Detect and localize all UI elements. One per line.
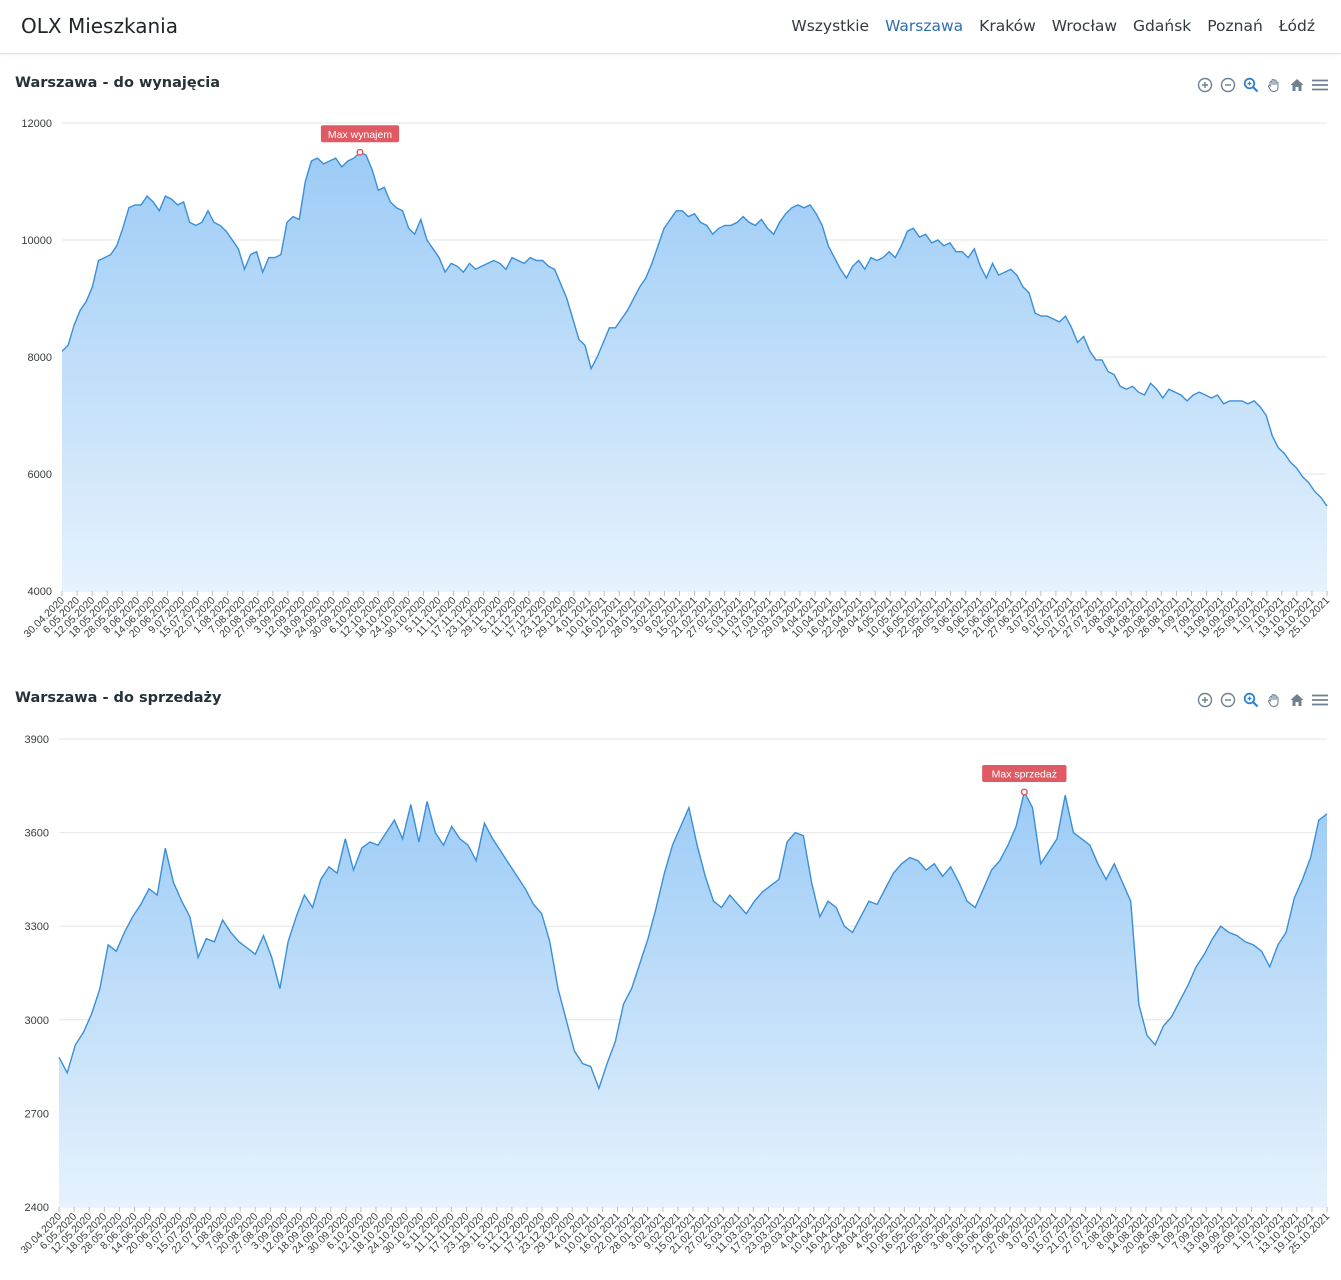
sale-y-tick-label: 3000 bbox=[25, 1015, 49, 1027]
rent-chart-panel: Warszawa - do wynajęcia 4000 6000 8000 1000… bbox=[0, 54, 1341, 670]
rent-y-tick-label: 12000 bbox=[21, 118, 52, 130]
nav-item-krakow[interactable]: Kraków bbox=[979, 17, 1036, 35]
zoom-in-icon[interactable] bbox=[1195, 690, 1214, 709]
rent-annotation-label: Max wynajem bbox=[328, 129, 392, 141]
reset-home-icon[interactable] bbox=[1287, 690, 1306, 709]
sale-annotation-label: Max sprzedaż bbox=[992, 769, 1057, 781]
sale-chart-panel: Warszawa - do sprzedaży 2400 2700 3000 3300… bbox=[0, 669, 1341, 1280]
zoom-selection-icon[interactable] bbox=[1241, 690, 1260, 709]
rent-series-line[interactable] bbox=[61, 151, 1328, 507]
menu-icon[interactable] bbox=[1310, 690, 1329, 709]
rent-chart-toolbar bbox=[1195, 75, 1329, 94]
rent-annotation-label-box bbox=[320, 125, 400, 143]
rent-y-tick-label: 6000 bbox=[28, 469, 52, 481]
pan-hand-icon[interactable] bbox=[1264, 690, 1283, 709]
city-nav: Wszystkie Warszawa Kraków Wrocław Gdańsk… bbox=[791, 17, 1315, 35]
rent-y-tick-label: 8000 bbox=[28, 352, 52, 364]
sale-area-fill bbox=[59, 792, 1327, 1207]
nav-item-wroclaw[interactable]: Wrocław bbox=[1051, 17, 1118, 35]
sale-y-tick-label: 3900 bbox=[25, 734, 49, 746]
rent-annotation-marker[interactable] bbox=[356, 148, 364, 156]
rent-chart-title: Warszawa - do wynajęcia bbox=[15, 75, 221, 91]
rent-y-tick-label: 4000 bbox=[28, 586, 52, 598]
reset-home-icon[interactable] bbox=[1287, 75, 1306, 94]
nav-item-warszawa[interactable]: Warszawa bbox=[885, 17, 964, 35]
zoom-out-icon[interactable] bbox=[1218, 690, 1237, 709]
menu-icon[interactable] bbox=[1310, 75, 1329, 94]
nav-item-gdansk[interactable]: Gdańsk bbox=[1133, 17, 1192, 35]
rent-chart-svg[interactable]: 400060008000100001200030.04.20206.05.202… bbox=[0, 54, 1341, 670]
sale-y-tick-label: 3300 bbox=[25, 921, 49, 933]
sale-chart-title: Warszawa - do sprzedaży bbox=[15, 690, 222, 706]
nav-item-wszystkie[interactable]: Wszystkie bbox=[791, 17, 870, 35]
sale-annotation-label-box bbox=[982, 765, 1067, 783]
navbar: OLX Mieszkania Wszystkie Warszawa Kraków… bbox=[0, 0, 1341, 54]
sale-chart-svg[interactable]: 24002700300033003600390030.04.20206.05.2… bbox=[0, 669, 1341, 1280]
zoom-in-icon[interactable] bbox=[1195, 75, 1214, 94]
brand-title[interactable]: OLX Mieszkania bbox=[21, 14, 178, 38]
sale-series-line[interactable] bbox=[58, 790, 1328, 1091]
pan-hand-icon[interactable] bbox=[1264, 75, 1283, 94]
sale-y-tick-label: 2700 bbox=[25, 1108, 49, 1120]
zoom-selection-icon[interactable] bbox=[1241, 75, 1260, 94]
sale-y-tick-label: 2400 bbox=[25, 1202, 49, 1214]
sale-chart-toolbar bbox=[1195, 690, 1329, 709]
nav-item-poznan[interactable]: Poznań bbox=[1207, 17, 1263, 35]
sale-annotation-marker[interactable] bbox=[1020, 788, 1028, 796]
rent-y-tick-label: 10000 bbox=[21, 235, 52, 247]
nav-item-lodz[interactable]: Łódź bbox=[1278, 17, 1315, 35]
zoom-out-icon[interactable] bbox=[1218, 75, 1237, 94]
sale-y-tick-label: 3600 bbox=[25, 828, 49, 840]
rent-area-fill bbox=[62, 152, 1327, 592]
